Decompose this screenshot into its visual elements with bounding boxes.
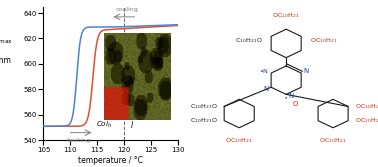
Text: heating: heating	[67, 138, 90, 143]
X-axis label: temperature / °C: temperature / °C	[78, 156, 143, 165]
Text: OC$_{10}$H$_{21}$: OC$_{10}$H$_{21}$	[310, 36, 337, 45]
Text: cooling: cooling	[115, 7, 138, 12]
Text: $\lambda_{\rm max}$: $\lambda_{\rm max}$	[0, 34, 13, 46]
Text: N: N	[288, 93, 293, 99]
Text: C$_{10}$H$_{21}$O: C$_{10}$H$_{21}$O	[190, 116, 218, 125]
Text: N: N	[303, 68, 308, 74]
Text: C$_{10}$H$_{21}$O: C$_{10}$H$_{21}$O	[235, 36, 263, 45]
Text: OC$_{10}$H$_{21}$: OC$_{10}$H$_{21}$	[355, 102, 378, 111]
Text: OC$_{10}$H$_{21}$: OC$_{10}$H$_{21}$	[319, 136, 347, 145]
Text: O: O	[292, 101, 297, 107]
Text: OC$_{10}$H$_{21}$: OC$_{10}$H$_{21}$	[273, 11, 300, 20]
Text: $\mathit{Col_h}$: $\mathit{Col_h}$	[96, 120, 112, 130]
Text: $\bullet$N: $\bullet$N	[259, 67, 269, 75]
Text: /nm: /nm	[0, 56, 11, 65]
Text: $\mathit{l}$: $\mathit{l}$	[130, 119, 134, 130]
Text: C$_{10}$H$_{21}$O: C$_{10}$H$_{21}$O	[190, 102, 218, 111]
Text: OC$_{10}$H$_{21}$: OC$_{10}$H$_{21}$	[226, 136, 253, 145]
Text: N: N	[264, 86, 269, 92]
Text: OC$_{10}$H$_{21}$: OC$_{10}$H$_{21}$	[355, 116, 378, 125]
